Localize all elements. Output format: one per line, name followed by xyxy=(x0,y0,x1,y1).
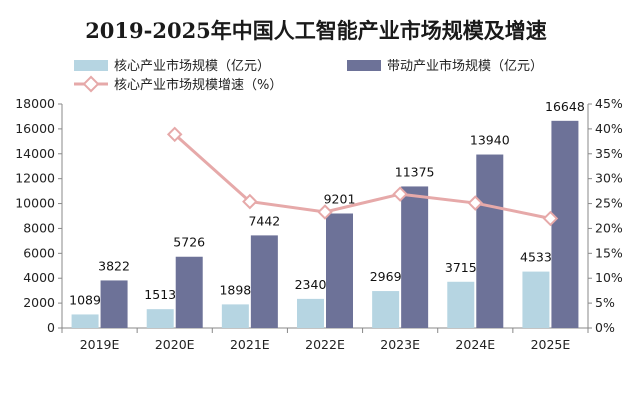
bar-driven xyxy=(250,235,278,328)
legend-label-driven: 带动产业市场规模（亿元） xyxy=(387,58,543,74)
x-tick-label: 2019E xyxy=(80,337,120,352)
y-right-tick-label: 45% xyxy=(595,96,623,111)
data-label-driven: 16648 xyxy=(545,99,585,114)
growth-point xyxy=(467,195,484,211)
data-label-core: 1089 xyxy=(69,292,101,307)
growth-point xyxy=(317,204,333,220)
y-right-tick-label: 40% xyxy=(595,121,623,136)
data-label-core: 2340 xyxy=(295,277,327,292)
legend: 核心产业市场规模（亿元） 带动产业市场规模（亿元） 核心产业市场规模增速（%） xyxy=(74,58,543,93)
plot-area: 0 2000 4000 6000 8000 10000 12000 14000 16000 180… xyxy=(15,96,623,352)
chart-title: 2019-2025年中国人工智能产业市场规模及增速 xyxy=(85,18,547,43)
growth-point xyxy=(166,126,183,143)
y-left-tick-label: 16000 xyxy=(15,121,55,136)
legend-label-growth: 核心产业市场规模增速（%） xyxy=(114,77,282,93)
bar-core xyxy=(372,291,400,328)
y-left-tick-label: 8000 xyxy=(23,220,55,235)
y-left-tick-label: 6000 xyxy=(23,245,55,260)
x-tick-label: 2020E xyxy=(155,337,195,352)
y-right-tick-label: 35% xyxy=(595,146,623,161)
data-label-driven: 7442 xyxy=(248,213,280,228)
data-label-driven: 13940 xyxy=(470,133,510,148)
legend-swatch-core xyxy=(74,60,108,71)
bar-driven xyxy=(326,213,353,328)
x-tick-label: 2024E xyxy=(455,337,495,352)
bar-driven xyxy=(100,280,128,328)
data-label-core: 1898 xyxy=(219,282,251,297)
y-left-tick-label: 12000 xyxy=(15,171,55,186)
growth-point xyxy=(242,193,258,210)
bar-core xyxy=(221,304,249,328)
data-label-driven: 5726 xyxy=(173,235,205,250)
y-right-tick-label: 5% xyxy=(595,295,615,310)
y-right-tick-label: 0% xyxy=(595,320,615,335)
bar-core xyxy=(297,298,324,328)
data-label-core: 2969 xyxy=(370,269,402,284)
data-label-core: 3715 xyxy=(445,260,477,275)
x-tick-label: 2025E xyxy=(531,337,571,352)
bar-core xyxy=(447,281,475,328)
y-left-tick-label: 10000 xyxy=(15,196,55,211)
bar-core xyxy=(146,309,174,328)
y-left-tick-label: 18000 xyxy=(15,96,55,111)
bar-driven xyxy=(175,256,203,328)
y-left-tick-label: 0 xyxy=(47,320,55,335)
data-label-driven: 11375 xyxy=(395,164,435,179)
y-left-tick-label: 2000 xyxy=(23,295,55,310)
bar-driven xyxy=(401,186,429,328)
x-tick-label: 2021E xyxy=(230,337,270,352)
legend-swatch-driven xyxy=(347,60,381,71)
data-label-driven: 3822 xyxy=(98,258,130,273)
y-left-tick-label: 14000 xyxy=(15,146,55,161)
y-left-tick-label: 4000 xyxy=(23,270,55,285)
growth-point xyxy=(542,210,559,227)
y-right-tick-label: 25% xyxy=(595,196,623,211)
data-label-driven: 9201 xyxy=(324,191,356,206)
legend-marker-growth xyxy=(82,75,100,93)
data-label-core: 1513 xyxy=(144,287,176,302)
bar-core xyxy=(71,314,99,328)
y-right-tick-label: 15% xyxy=(595,245,623,260)
y-right-tick-label: 10% xyxy=(595,270,623,285)
x-tick-label: 2022E xyxy=(305,337,345,352)
bar-driven xyxy=(551,120,579,328)
growth-line xyxy=(173,133,551,220)
x-tick-label: 2023E xyxy=(380,337,420,352)
y-right-tick-label: 20% xyxy=(595,220,623,235)
bar-core xyxy=(522,271,550,328)
bar-driven xyxy=(476,154,504,328)
y-right-tick-label: 30% xyxy=(595,171,623,186)
growth-point xyxy=(392,186,408,202)
data-label-core: 4533 xyxy=(520,250,552,265)
legend-label-core: 核心产业市场规模（亿元） xyxy=(114,58,270,74)
